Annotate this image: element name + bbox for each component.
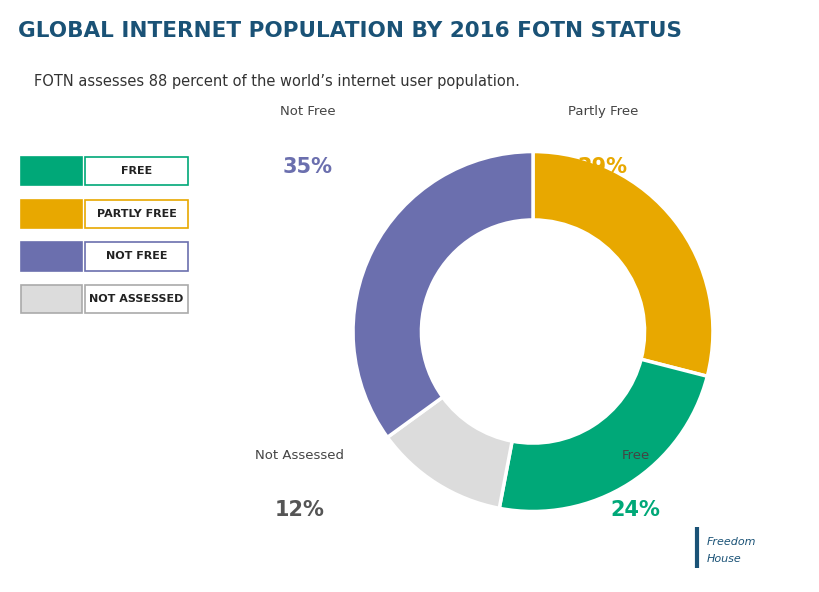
Text: FREE: FREE — [120, 166, 152, 176]
Text: 35%: 35% — [283, 157, 332, 177]
Text: 29%: 29% — [577, 157, 627, 177]
Wedge shape — [499, 359, 707, 511]
Wedge shape — [353, 152, 532, 437]
Text: Not Assessed: Not Assessed — [255, 449, 343, 462]
Wedge shape — [387, 397, 512, 509]
Text: Partly Free: Partly Free — [567, 105, 637, 118]
Text: Free: Free — [621, 449, 649, 462]
Text: House: House — [706, 555, 740, 564]
Text: NOT FREE: NOT FREE — [106, 252, 167, 261]
Text: NOT ASSESSED: NOT ASSESSED — [89, 294, 183, 304]
Wedge shape — [532, 152, 712, 377]
Text: 24%: 24% — [610, 500, 659, 520]
Text: 12%: 12% — [274, 500, 324, 520]
Text: PARTLY FREE: PARTLY FREE — [97, 209, 176, 218]
Text: Not Free: Not Free — [279, 105, 335, 118]
Text: Freedom: Freedom — [706, 537, 755, 546]
Text: FOTN assesses 88 percent of the world’s internet user population.: FOTN assesses 88 percent of the world’s … — [34, 74, 520, 89]
Text: GLOBAL INTERNET POPULATION BY 2016 FOTN STATUS: GLOBAL INTERNET POPULATION BY 2016 FOTN … — [18, 21, 681, 41]
